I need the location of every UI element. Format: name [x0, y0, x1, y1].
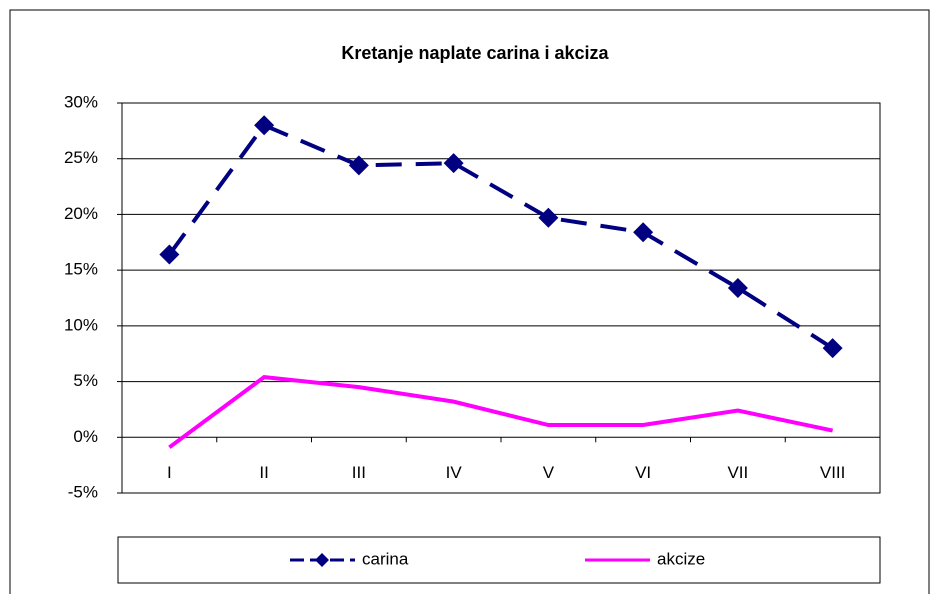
x-tick-label: V [543, 463, 555, 482]
y-tick-label: 10% [64, 315, 98, 334]
marker [633, 222, 654, 243]
marker [254, 115, 275, 136]
y-tick-label: 30% [64, 92, 98, 111]
marker [538, 207, 559, 228]
legend-label: carina [362, 549, 409, 568]
x-tick-label: VI [635, 463, 651, 482]
x-tick-label: III [352, 463, 366, 482]
y-tick-label: 0% [73, 427, 98, 446]
y-tick-label: 15% [64, 260, 98, 279]
x-tick-label: VII [727, 463, 748, 482]
legend-box [117, 536, 881, 584]
x-tick-label: I [167, 463, 172, 482]
marker [727, 277, 748, 298]
marker [822, 338, 843, 359]
x-tick-label: IV [446, 463, 463, 482]
marker [159, 244, 180, 265]
y-tick-label: 20% [64, 204, 98, 223]
y-tick-label: -5% [68, 482, 98, 501]
marker [443, 153, 464, 174]
legend-label: akcize [657, 549, 705, 568]
plot-area [121, 102, 881, 494]
marker [348, 155, 369, 176]
y-tick-label: 25% [64, 148, 98, 167]
series-line [167, 122, 834, 350]
chart-title: Kretanje naplate carina i akciza [341, 43, 609, 63]
series-line [168, 375, 834, 449]
x-tick-label: VIII [820, 463, 846, 482]
x-tick-label: II [259, 463, 268, 482]
y-tick-label: 5% [73, 371, 98, 390]
legend-marker [315, 553, 329, 567]
